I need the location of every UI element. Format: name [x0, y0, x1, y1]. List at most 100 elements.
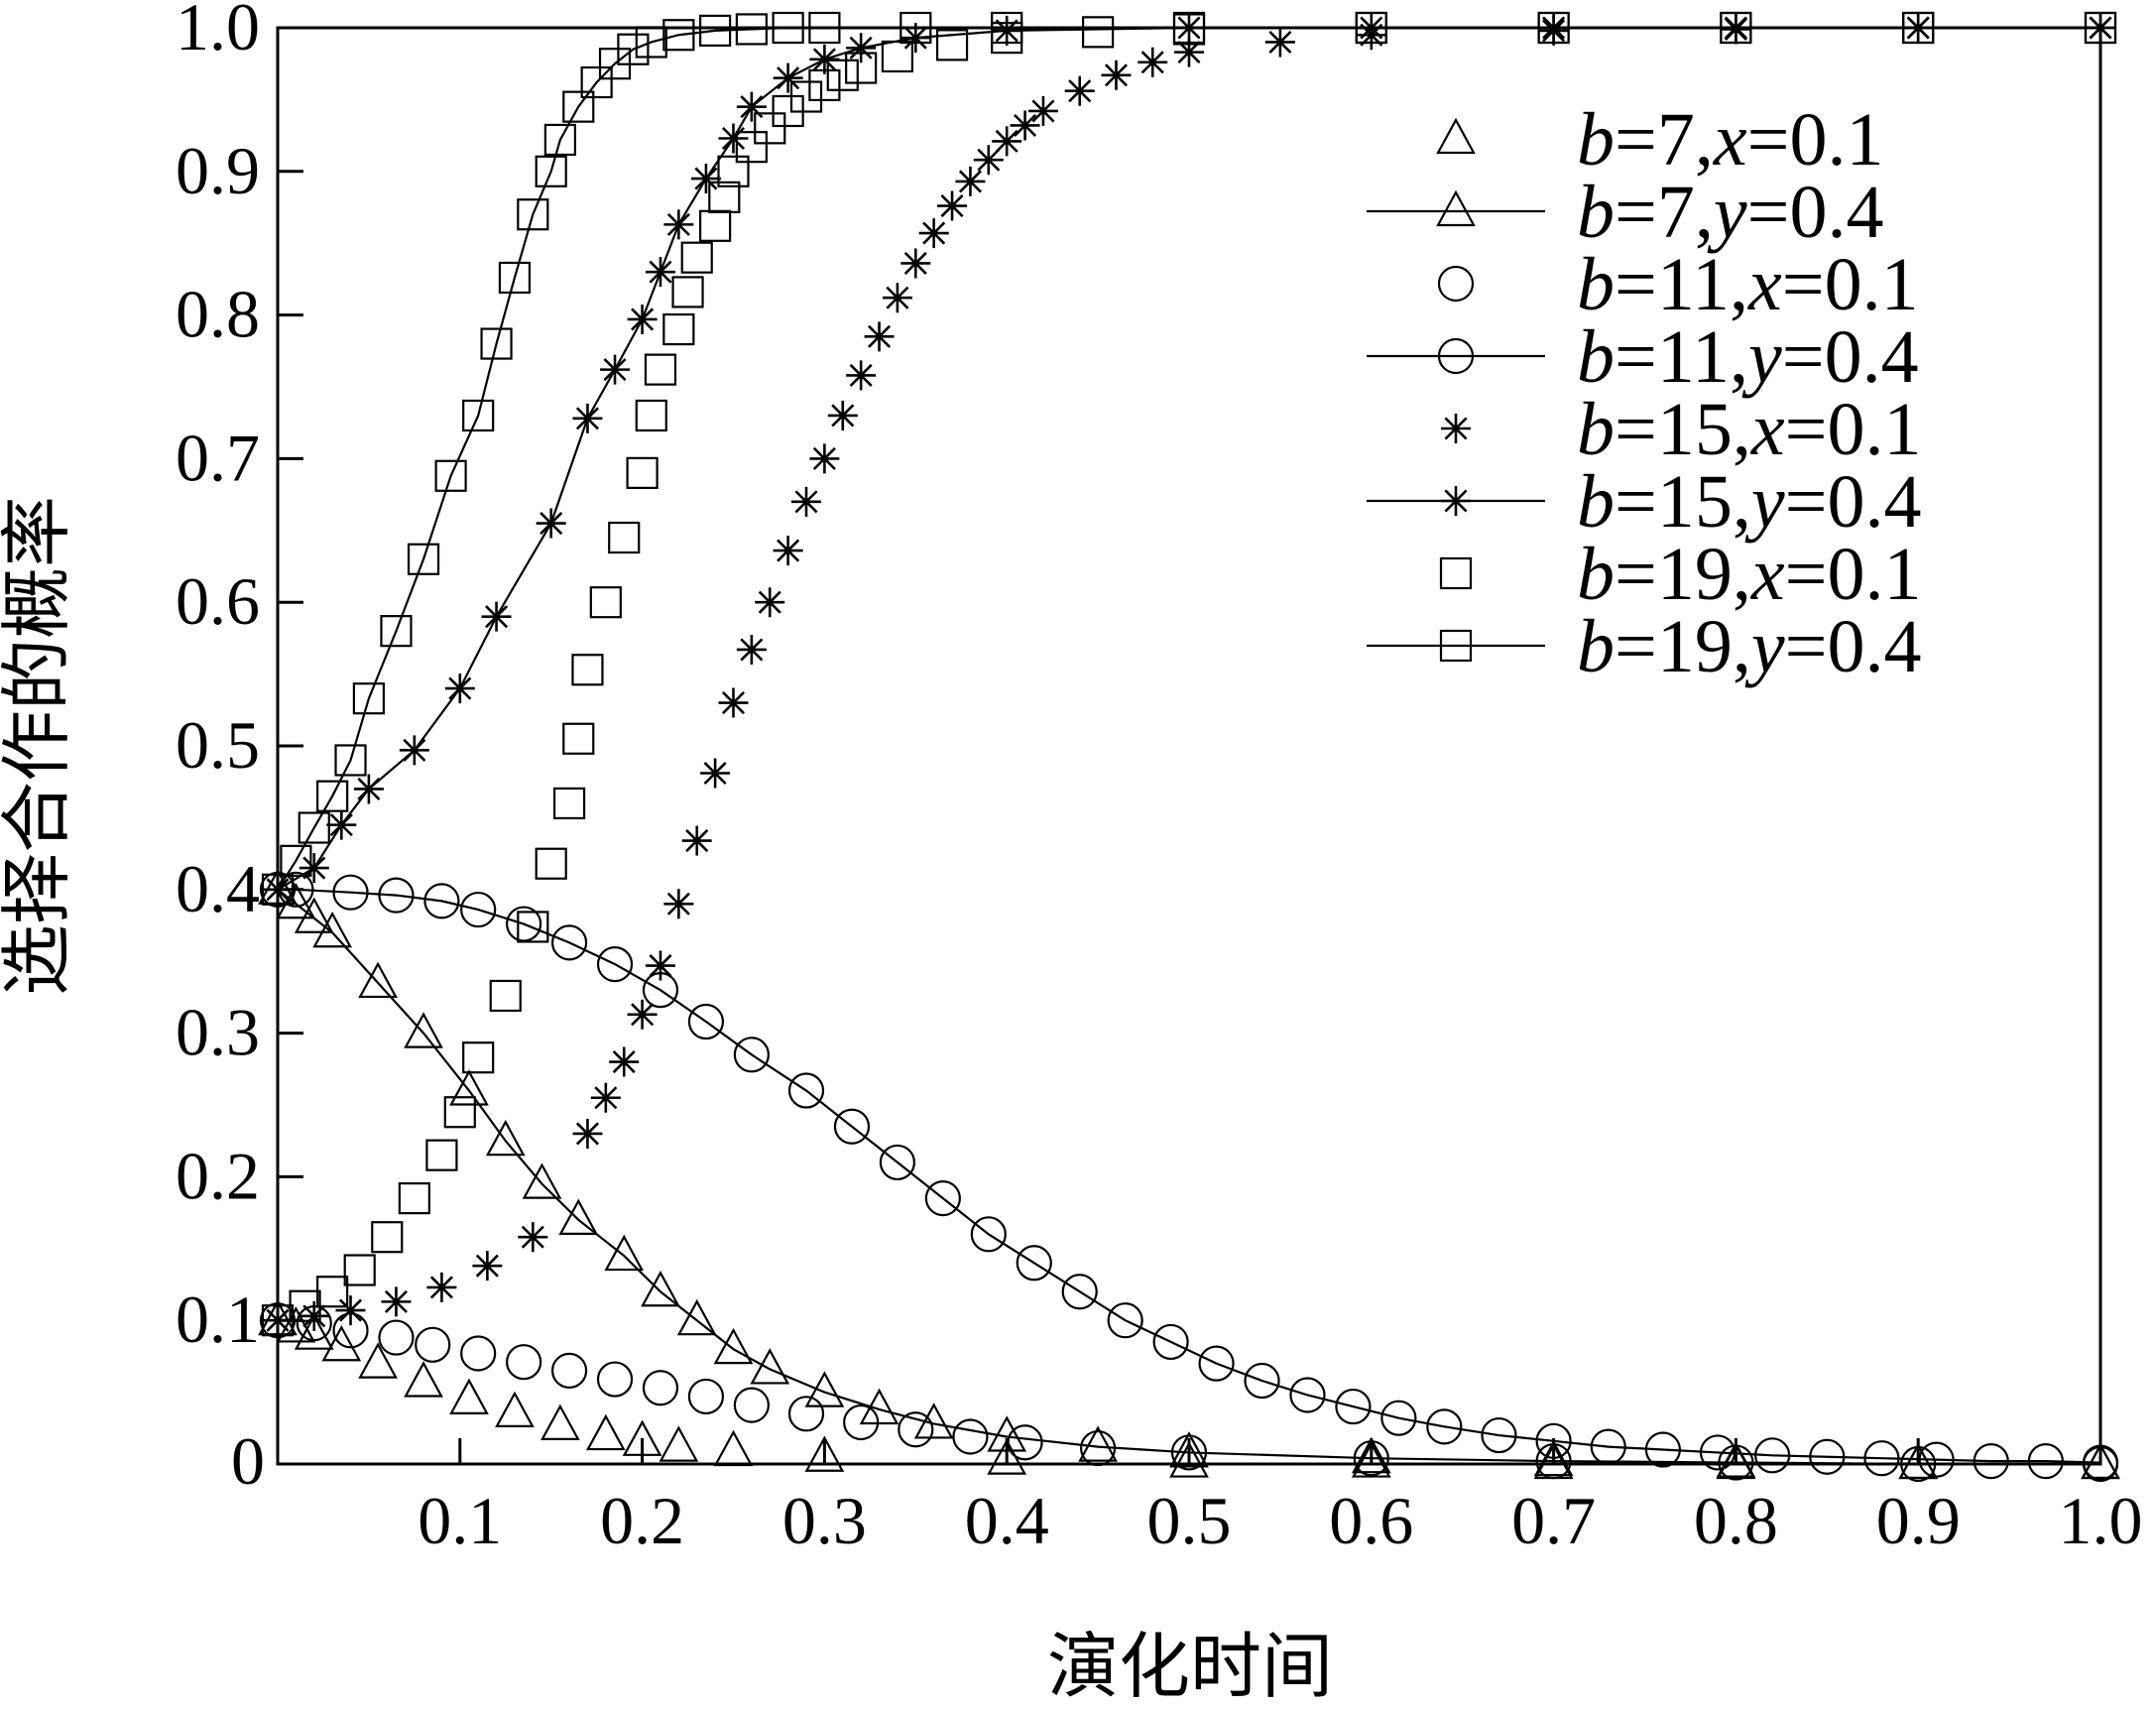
- series-5-point: [590, 1082, 621, 1113]
- legend-label-var: y: [1741, 315, 1782, 399]
- y-tick-label: 0.5: [176, 707, 260, 783]
- series-4-point: [1244, 1362, 1280, 1400]
- x-tick-label: 0.2: [600, 1483, 684, 1558]
- legend-label-eq2: =0.1: [1782, 243, 1919, 326]
- legend-label-var: x: [1750, 388, 1785, 471]
- series-3-point: [596, 1361, 634, 1398]
- legend-label-eq2: =0.4: [1785, 605, 1922, 688]
- series-4-point: [460, 891, 497, 928]
- legend-label-eq1: =15,: [1615, 460, 1751, 544]
- series-6-point: [900, 23, 931, 54]
- x-tick-label: 0.9: [1876, 1483, 1961, 1558]
- series-4-point: [1107, 1302, 1143, 1339]
- y-axis: 0.1 0.2 0.3 0.4 0.5 0.6 0.7 0.8 0.9 1.0: [176, 0, 303, 1357]
- series-7-point: [644, 353, 677, 386]
- series-7-point: [462, 1041, 495, 1074]
- series-4-point: [833, 1108, 871, 1145]
- series-2-point: [485, 1119, 526, 1157]
- series-5-point: [1064, 75, 1095, 106]
- series-5-point: [518, 1222, 548, 1253]
- legend-label-eq2: =0.4: [1782, 315, 1919, 399]
- series-7-point: [535, 847, 567, 880]
- series-7-point: [562, 722, 595, 755]
- series-8-point: [462, 399, 495, 432]
- series-2-point: [1169, 1431, 1209, 1468]
- series-1-point: [321, 1324, 362, 1362]
- legend-label-b: b: [1577, 98, 1615, 182]
- series-8-point: [280, 844, 312, 877]
- series-7-point: [626, 456, 659, 489]
- series-8-point: [480, 327, 513, 360]
- x-tick-label: 1.0: [2059, 1483, 2143, 1558]
- legend-label: b=19,x=0.1: [1577, 533, 1921, 616]
- series-4-point: [1335, 1388, 1372, 1425]
- legend-marker: [1441, 486, 1471, 516]
- series-4-point: [423, 883, 460, 919]
- x-axis: 0 0.1 0.2 0.3 0.4 0.5 0.6 0.7 0.8 0.9 1.0: [231, 1423, 2143, 1558]
- series-6-point: [809, 44, 840, 74]
- series-6-point: [444, 673, 475, 704]
- series-6-point: [627, 304, 658, 334]
- legend-item: b=15,y=0.4: [1367, 460, 1921, 544]
- series-7-point: [808, 68, 841, 102]
- x-axis-title: 演化时间: [1047, 1625, 1333, 1708]
- series-3-point: [415, 1326, 451, 1363]
- series-5-point: [955, 166, 986, 196]
- series-7-point: [343, 1254, 376, 1286]
- series-7-point: [717, 155, 750, 187]
- series-7-point: [589, 586, 622, 619]
- series-4-point: [1016, 1245, 1052, 1282]
- legend-item: b=19,x=0.1: [1439, 533, 1921, 616]
- series-2-point: [913, 1403, 954, 1439]
- x-tick-label: 0.3: [782, 1483, 867, 1558]
- series-8-point: [407, 543, 440, 575]
- series-5-point: [627, 999, 658, 1030]
- series-4-point: [787, 1072, 825, 1109]
- series-6-point: [299, 853, 329, 884]
- series-5-point: [827, 400, 858, 430]
- legend-label-var: x: [1713, 98, 1747, 182]
- series-4-point: [1289, 1377, 1326, 1413]
- legend-label-b: b: [1577, 171, 1615, 254]
- series-2-point: [713, 1327, 754, 1365]
- series-5-point: [773, 536, 803, 566]
- series-5-point: [472, 1251, 503, 1282]
- series-6-point: [326, 809, 357, 840]
- x-tick-label: 0.8: [1694, 1483, 1778, 1558]
- series-3-point: [506, 1344, 542, 1381]
- series-2-point: [2081, 1442, 2120, 1480]
- series-2-point: [404, 1012, 443, 1048]
- legend-label-eq2: =0.1: [1785, 388, 1922, 471]
- series-7-point: [881, 40, 914, 73]
- series-7-point: [826, 59, 859, 91]
- series-7-point: [789, 80, 823, 113]
- series-7-point: [935, 29, 969, 61]
- series-6-point: [992, 15, 1022, 46]
- series-8-point: [298, 811, 330, 844]
- series-3-point: [787, 1396, 825, 1432]
- series-4-point: [2027, 1443, 2064, 1480]
- series-2-point: [604, 1234, 645, 1272]
- series-2-point: [804, 1371, 845, 1407]
- series-1-point: [713, 1429, 754, 1467]
- series-6-point: [846, 33, 877, 63]
- legend-label: b=11,y=0.4: [1577, 315, 1919, 399]
- legend-label-eq1: =11,: [1615, 243, 1748, 326]
- series-8-point: [562, 90, 595, 123]
- series-5-point: [609, 1046, 640, 1077]
- legend-label-b: b: [1577, 533, 1615, 616]
- series-5-point: [937, 190, 968, 221]
- legend-label-eq1: =7,: [1615, 98, 1714, 182]
- series-8-point: [580, 65, 613, 99]
- series-5-point: [1101, 60, 1132, 90]
- y-tick-label: 0.8: [176, 277, 260, 352]
- series-6-point: [481, 601, 512, 632]
- series-1-point: [294, 1313, 334, 1350]
- y-tick-label: 0.4: [176, 851, 260, 926]
- series-8-point: [617, 33, 650, 65]
- legend-label-eq2: =0.4: [1747, 171, 1884, 254]
- legend-item: b=11,x=0.1: [1437, 243, 1919, 326]
- series-4-point: [879, 1144, 916, 1181]
- series-4-point: [1481, 1416, 1517, 1454]
